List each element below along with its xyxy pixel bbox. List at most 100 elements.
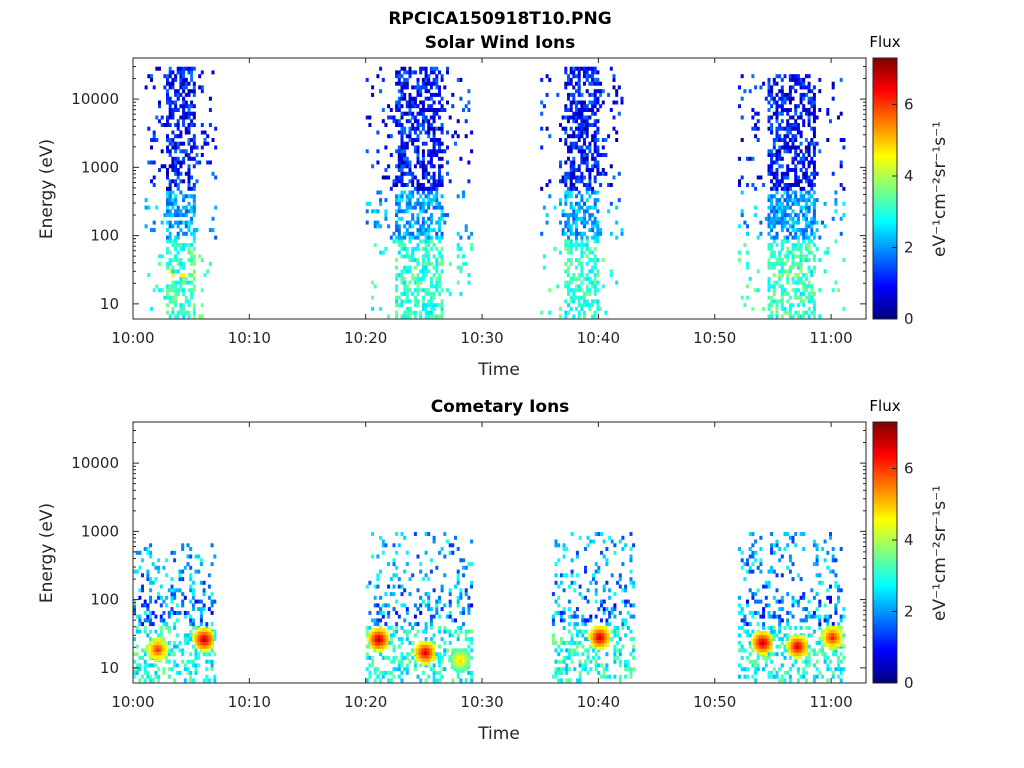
heatmap-cell: [588, 276, 592, 281]
heatmap-cell: [187, 288, 191, 293]
heatmap-cell: [405, 667, 409, 672]
heatmap-cell: [605, 607, 609, 612]
heatmap-cell: [807, 633, 811, 638]
heatmap-cell: [584, 667, 587, 672]
heatmap-cell: [575, 224, 578, 229]
heatmap-cell: [796, 126, 800, 131]
heatmap-cell: [738, 610, 741, 615]
heatmap-cell: [451, 618, 455, 623]
heatmap-cell: [567, 640, 571, 645]
heatmap-cell: [183, 678, 187, 683]
heatmap-cell: [168, 295, 172, 300]
heatmap-cell: [153, 637, 157, 642]
heatmap-cell: [181, 569, 185, 574]
heatmap-cell: [796, 652, 800, 656]
heatmap-cell: [572, 70, 576, 75]
heatmap-cell: [459, 678, 463, 683]
heatmap-cell: [405, 663, 409, 668]
heatmap-cell: [427, 250, 431, 255]
heatmap-cell: [405, 160, 409, 165]
heatmap-cell: [557, 659, 561, 664]
heatmap-cell: [429, 306, 433, 311]
heatmap-cell: [189, 588, 193, 593]
heatmap-cell: [448, 640, 452, 645]
heatmap-cell: [738, 595, 741, 600]
heatmap-cell: [432, 670, 436, 675]
heatmap-cell: [432, 108, 436, 112]
heatmap-cell: [166, 89, 169, 94]
heatmap-cell: [810, 239, 814, 244]
heatmap-cell: [387, 134, 391, 139]
heatmap-cell: [562, 618, 566, 623]
x-tick-label: 10:50: [693, 693, 736, 711]
heatmap-cell: [812, 198, 816, 203]
heatmap-cell: [456, 665, 460, 670]
heatmap-cell: [182, 314, 186, 319]
heatmap-cell: [211, 138, 215, 142]
heatmap-cell: [197, 634, 201, 639]
heatmap-cell: [629, 558, 633, 563]
heatmap-cell: [567, 258, 570, 263]
heatmap-cell: [176, 280, 180, 285]
heatmap-cell: [567, 310, 570, 315]
heatmap-cell: [384, 168, 388, 172]
heatmap-cell: [438, 179, 441, 184]
heatmap-cell: [438, 149, 441, 154]
heatmap-cell: [583, 213, 586, 218]
heatmap-cell: [746, 633, 749, 638]
heatmap-cell: [440, 303, 444, 308]
heatmap-cell: [613, 644, 617, 649]
heatmap-cell: [767, 81, 771, 86]
heatmap-cell: [593, 164, 597, 169]
heatmap-cell: [408, 179, 412, 184]
heatmap-cell: [187, 126, 191, 131]
heatmap-cell: [158, 119, 161, 124]
heatmap-cell: [786, 254, 790, 259]
heatmap-cell: [214, 145, 218, 150]
heatmap-cell: [179, 190, 183, 195]
heatmap-cell: [147, 126, 151, 131]
heatmap-cell: [443, 652, 447, 657]
heatmap-cell: [208, 108, 212, 112]
heatmap-cell: [756, 235, 760, 240]
heatmap-cell: [374, 641, 378, 646]
heatmap-cell: [424, 70, 428, 75]
heatmap-cell: [411, 655, 415, 660]
heatmap-cell: [772, 194, 776, 199]
heatmap-cell: [200, 641, 204, 646]
heatmap-cell: [770, 629, 774, 634]
heatmap-cell: [584, 622, 587, 627]
heatmap-cell: [596, 239, 600, 244]
heatmap-cell: [421, 100, 425, 105]
heatmap-cell: [593, 288, 597, 293]
heatmap-cell: [577, 201, 581, 206]
heatmap-cell: [780, 573, 784, 578]
heatmap-cell: [397, 273, 401, 278]
heatmap-cell: [438, 655, 441, 660]
heatmap-cell: [559, 678, 563, 683]
heatmap-cell: [211, 70, 215, 75]
heatmap-cell: [213, 633, 217, 638]
heatmap-cell: [746, 667, 749, 672]
heatmap-cell: [183, 565, 187, 570]
heatmap-cell: [467, 670, 471, 675]
heatmap-cell: [432, 134, 436, 139]
heatmap-cell: [775, 153, 779, 157]
heatmap-cell: [567, 599, 571, 604]
heatmap-cell: [778, 273, 782, 278]
heatmap-cell: [569, 108, 573, 112]
heatmap-cell: [804, 273, 808, 278]
heatmap-cell: [794, 295, 798, 300]
heatmap-cell: [561, 126, 565, 131]
heatmap-cell: [815, 614, 819, 619]
heatmap-cell: [454, 629, 457, 634]
heatmap-cell: [419, 108, 423, 112]
heatmap-cell: [197, 631, 201, 636]
heatmap-cell: [807, 269, 811, 274]
heatmap-cell: [812, 674, 816, 679]
heatmap-cell: [166, 92, 169, 97]
heatmap-cell: [381, 250, 385, 255]
heatmap-cell: [770, 89, 774, 94]
heatmap-cell: [435, 607, 439, 612]
heatmap-cell: [208, 123, 212, 127]
